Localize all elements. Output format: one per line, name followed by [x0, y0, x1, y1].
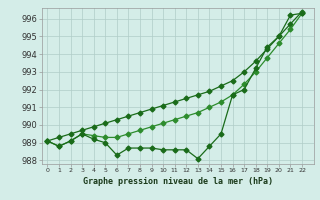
X-axis label: Graphe pression niveau de la mer (hPa): Graphe pression niveau de la mer (hPa): [83, 177, 273, 186]
